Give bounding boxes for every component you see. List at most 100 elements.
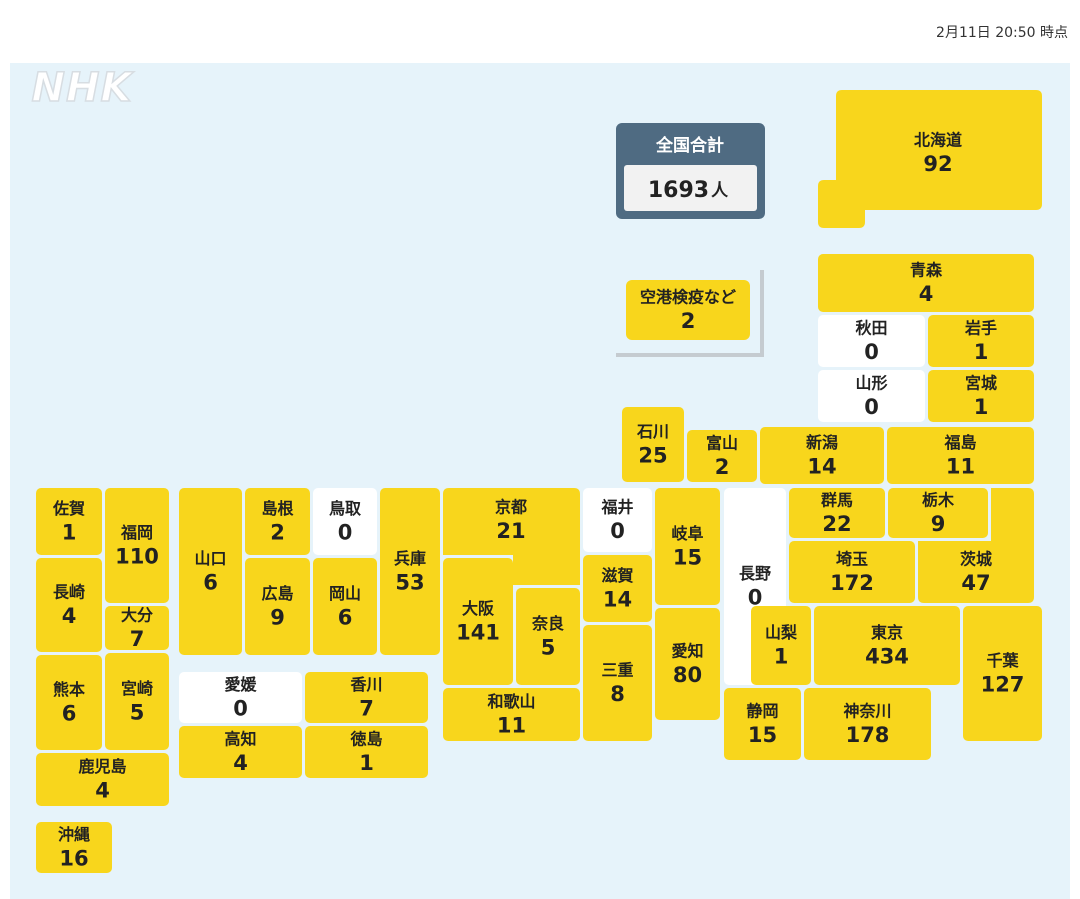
- prefecture-name: 青森: [910, 261, 943, 280]
- prefecture-value: 14: [603, 588, 632, 612]
- total-text: 1693 人: [648, 178, 729, 203]
- prefecture-value: 4: [233, 751, 248, 775]
- prefecture-name: 鳥取: [329, 499, 361, 518]
- prefecture-name: 広島: [261, 584, 293, 603]
- prefecture-name: 愛知: [671, 642, 703, 661]
- prefecture-tile: [928, 315, 1034, 367]
- prefecture-tile: [818, 315, 925, 367]
- prefecture-name: 静岡: [746, 702, 778, 721]
- prefecture-name: 福島: [943, 433, 976, 452]
- prefecture-tile: [179, 672, 302, 723]
- prefecture-value: 6: [203, 571, 218, 595]
- prefecture-value: 1: [974, 340, 989, 364]
- airport-shadow: [616, 270, 764, 357]
- prefecture-value: 0: [233, 697, 248, 721]
- prefecture-name: 沖縄: [58, 825, 90, 844]
- prefecture-name: 奈良: [531, 614, 564, 633]
- prefecture-value: 178: [846, 723, 890, 747]
- prefecture-tile: [928, 370, 1034, 422]
- prefecture-name: 山口: [194, 549, 226, 568]
- prefecture-name: 山梨: [765, 623, 798, 642]
- prefecture-value: 1: [62, 521, 77, 545]
- prefecture-name: 石川: [636, 422, 669, 441]
- prefecture-value: 15: [673, 546, 702, 570]
- prefecture-name: 岐阜: [671, 524, 703, 543]
- prefecture-value: 0: [864, 395, 879, 419]
- prefecture-name: 徳島: [349, 730, 382, 749]
- prefecture-name: 富山: [706, 434, 738, 453]
- prefecture-tile: [887, 427, 1034, 484]
- total-label: 全国合計: [655, 135, 724, 156]
- prefecture-name: 高知: [224, 730, 256, 749]
- prefecture-value: 47: [961, 571, 990, 595]
- prefecture-name: 佐賀: [52, 499, 85, 518]
- prefecture-value: 1: [359, 751, 374, 775]
- prefecture-value: 2: [715, 455, 730, 479]
- prefecture-name: 香川: [349, 675, 382, 694]
- prefecture-name: 茨城: [960, 550, 992, 569]
- prefecture-name: 北海道: [914, 131, 962, 150]
- prefecture-tile: [245, 558, 310, 655]
- prefecture-tile: [622, 407, 684, 482]
- prefecture-name: 神奈川: [843, 702, 891, 721]
- prefecture-name: 山形: [855, 374, 887, 393]
- airport-label: 空港検疫など: [640, 288, 736, 307]
- prefecture-name: 愛媛: [224, 675, 257, 694]
- prefecture-tile: [313, 558, 377, 655]
- prefecture-value: 110: [115, 545, 159, 569]
- prefecture-value: 25: [638, 444, 667, 468]
- prefecture-value: 5: [541, 636, 556, 660]
- prefecture-name: 岩手: [964, 319, 997, 338]
- prefecture-value: 92: [923, 152, 952, 176]
- prefecture-tile: [583, 625, 652, 741]
- prefecture-tile: [818, 370, 925, 422]
- prefecture-tile: [105, 606, 169, 650]
- prefecture-tile: [305, 726, 428, 778]
- prefecture-value: 16: [59, 847, 88, 871]
- prefecture-value: 11: [497, 714, 526, 738]
- prefecture-tile: [36, 822, 112, 873]
- prefecture-tile: [655, 488, 720, 605]
- prefecture-tile: [36, 488, 102, 555]
- total-value: 1693: [648, 178, 709, 203]
- prefecture-name: 鹿児島: [78, 757, 126, 776]
- prefecture-name: 島根: [261, 499, 293, 518]
- prefecture-value: 21: [496, 519, 525, 543]
- prefecture-value: 127: [981, 673, 1025, 697]
- prefecture-tile: [516, 588, 580, 685]
- prefecture-value: 6: [62, 702, 77, 726]
- prefecture-value: 172: [830, 571, 874, 595]
- prefecture-value: 4: [95, 779, 110, 803]
- prefecture-tile: [963, 606, 1042, 741]
- prefecture-tile: [918, 488, 1034, 603]
- prefecture-name: 長野: [739, 564, 771, 583]
- prefecture-name: 東京: [871, 623, 903, 642]
- prefecture-tile: [105, 653, 169, 750]
- prefecture-value: 0: [864, 340, 879, 364]
- prefecture-tile: [724, 688, 801, 760]
- prefecture-name: 群馬: [821, 491, 853, 510]
- prefecture-tile: [583, 488, 652, 552]
- prefecture-tile: [789, 541, 915, 603]
- prefecture-name: 大分: [121, 606, 153, 625]
- prefecture-value: 7: [359, 697, 374, 721]
- prefecture-value: 141: [456, 621, 500, 645]
- prefecture-tile: [245, 488, 310, 555]
- prefecture-value: 7: [130, 627, 145, 651]
- total-unit: 人: [711, 181, 729, 201]
- prefecture-value: 6: [338, 606, 353, 630]
- prefecture-value: 0: [610, 519, 625, 543]
- prefecture-value: 434: [865, 645, 909, 669]
- prefecture-value: 2: [270, 521, 285, 545]
- airport-box: [626, 280, 750, 340]
- prefecture-value: 0: [338, 521, 353, 545]
- prefecture-value: 11: [946, 455, 975, 479]
- prefecture-tile: [36, 655, 102, 750]
- prefecture-tile: [655, 608, 720, 720]
- prefecture-value: 4: [919, 282, 934, 306]
- prefecture-tile: [888, 488, 988, 538]
- prefecture-tile: [804, 688, 931, 760]
